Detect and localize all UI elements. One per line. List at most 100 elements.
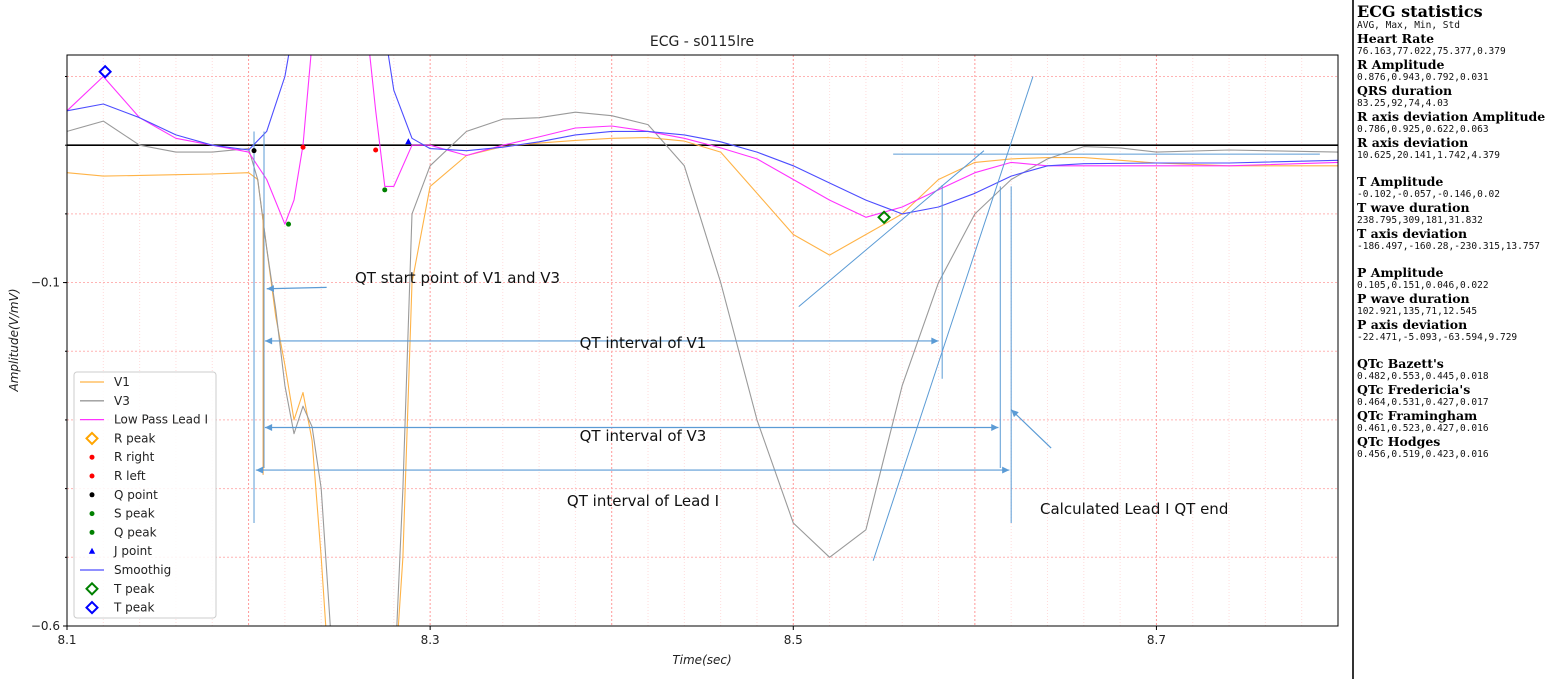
stats-group: Heart Rate 76.163,77.022,75.377,0.379 R Am…: [1357, 32, 1557, 162]
stat-name: Heart Rate: [1357, 31, 1435, 46]
data-point: [89, 511, 95, 517]
series-line: [67, 55, 1338, 225]
arrow-head: [266, 285, 275, 293]
arrow-head: [264, 337, 273, 345]
stat-value: -22.471,-5.093,-63.594,9.729: [1357, 332, 1518, 343]
data-point: [89, 529, 95, 535]
stat-name: QTc Hodges: [1357, 434, 1441, 449]
stat-name: P wave duration: [1357, 291, 1470, 306]
x-axis-label: Time(sec): [672, 653, 731, 667]
legend-box: [73, 371, 217, 619]
annotation-label: QT interval of V1: [580, 334, 707, 352]
stat-value: 83.25,92,74,4.03: [1357, 98, 1449, 109]
stats-groups: Heart Rate 76.163,77.022,75.377,0.379 R Am…: [1357, 32, 1557, 461]
stat-name: QRS duration: [1357, 83, 1453, 98]
chart-title: ECG - s0115lre: [650, 34, 754, 50]
stat-name: T Amplitude: [1357, 174, 1444, 189]
arrow-head: [931, 337, 939, 345]
stat-name: QTc Fredericia's: [1357, 382, 1471, 397]
legend-label: Q point: [114, 488, 158, 502]
legend-label: R peak: [114, 431, 156, 445]
legend-label: V1: [114, 375, 130, 389]
stat-name: T axis deviation: [1357, 226, 1468, 241]
stats-panel: ECG statistics AVG, Max, Min, Std Heart …: [1352, 0, 1557, 679]
plot-frame: [66, 54, 1339, 627]
series-line: [67, 111, 1338, 626]
stats-subtitle: AVG, Max, Min, Std: [1357, 20, 1460, 31]
data-point: [373, 147, 379, 153]
data-point: [89, 454, 95, 460]
data-point: [382, 187, 388, 193]
data-point: [877, 210, 891, 225]
stats-group: T Amplitude -0.102,-0.057,-0.146,0.02 T wa…: [1357, 175, 1557, 253]
data-point: [405, 138, 412, 145]
annotation-label: QT interval of Lead I: [567, 492, 719, 510]
x-tick-label: 8.5: [784, 633, 803, 647]
annotation-layer: QT start point of V1 and V3 QT interval o…: [253, 76, 1320, 561]
data-point: [88, 547, 96, 554]
stats-group: QTc Bazett's 0.482,0.553,0.445,0.018 QTc F…: [1357, 357, 1557, 461]
stat-value: 0.482,0.553,0.445,0.018: [1357, 371, 1489, 382]
stat-value: 0.461,0.523,0.427,0.016: [1357, 423, 1489, 434]
legend-label: Low Pass Lead I: [114, 413, 208, 427]
ticks: 8.1 8.3 8.5 8.7 −0.1 −0.6: [31, 75, 1166, 647]
stat-value: 0.456,0.519,0.423,0.016: [1357, 449, 1489, 460]
guide-line: [872, 76, 1034, 561]
ecg-chart: QT start point of V1 and V3 QT interval o…: [7, 34, 1339, 667]
annotation-label: QT start point of V1 and V3: [355, 269, 560, 287]
stat-value: 0.105,0.151,0.046,0.022: [1357, 280, 1489, 291]
stat-name: QTc Bazett's: [1357, 356, 1444, 371]
stat-value: 102.921,135,71,12.545: [1357, 306, 1478, 317]
stat-name: QTc Framingham: [1357, 408, 1478, 423]
data-point: [98, 64, 113, 79]
annotation-arrow: [1010, 409, 1052, 449]
stat-name: P axis deviation: [1357, 317, 1468, 332]
data-point: [89, 473, 95, 479]
stats-title: ECG statistics: [1357, 2, 1483, 21]
stat-name: R axis deviation Amplitude: [1357, 109, 1546, 124]
annotation-label: QT interval of V3: [580, 427, 707, 445]
legend: V1 V3 Low Pass Lead I R peak R right R left Q …: [73, 371, 217, 619]
arrow-head: [1002, 466, 1010, 474]
y-axis-label: Amplitude(V/mV): [7, 288, 21, 392]
legend-label: S peak: [114, 507, 155, 521]
data-point: [89, 492, 95, 498]
y-tick-label: −0.1: [31, 276, 60, 290]
x-tick-label: 8.7: [1147, 633, 1166, 647]
stat-value: 0.786,0.925,0.622,0.063: [1357, 124, 1489, 135]
series-layer: [67, 55, 1338, 626]
arrow-head: [264, 424, 273, 431]
legend-label: Q peak: [114, 525, 157, 539]
arrow-head: [255, 466, 264, 474]
data-point: [300, 144, 306, 150]
data-point: [251, 148, 257, 154]
stat-value: 10.625,20.141,1.742,4.379: [1357, 150, 1500, 161]
arrow-head: [991, 424, 999, 431]
stat-name: R axis deviation: [1357, 135, 1469, 150]
marker-layer: [98, 64, 891, 227]
legend-label: Smoothig: [114, 563, 171, 577]
stat-value: 238.795,309,181,31.832: [1357, 215, 1483, 226]
data-point: [85, 581, 99, 596]
stat-name: R Amplitude: [1357, 57, 1445, 72]
stat-value: -0.102,-0.057,-0.146,0.02: [1357, 189, 1500, 200]
stats-group: P Amplitude 0.105,0.151,0.046,0.022 P wave…: [1357, 266, 1557, 344]
legend-label: T peak: [113, 582, 154, 596]
legend-label: J point: [113, 544, 152, 558]
legend-label: R left: [114, 469, 146, 483]
stat-name: P Amplitude: [1357, 265, 1444, 280]
series-line: [67, 55, 1338, 215]
legend-label: R right: [114, 450, 155, 464]
annotation-arrow: [266, 286, 327, 290]
stat-name: T wave duration: [1357, 200, 1470, 215]
data-point: [286, 221, 292, 227]
guide-line: [798, 150, 985, 307]
data-point: [85, 431, 99, 446]
x-tick-label: 8.3: [421, 633, 440, 647]
annotation-label: Calculated Lead I QT end: [1040, 500, 1228, 518]
y-tick-label: −0.6: [31, 619, 60, 633]
legend-label: V3: [114, 394, 130, 408]
legend-label: T peak: [113, 601, 154, 615]
stat-value: -186.497,-160.28,-230.315,13.757: [1357, 241, 1541, 252]
arrow-head: [1011, 409, 1019, 418]
